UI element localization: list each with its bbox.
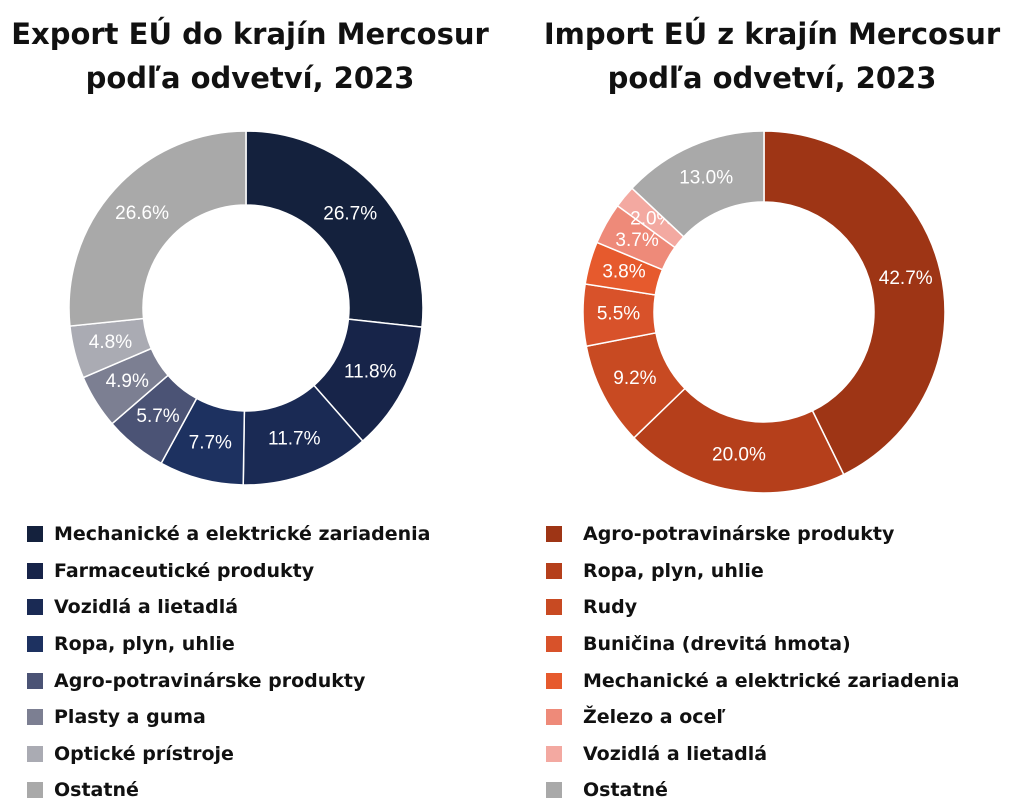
- legend-label: Mechanické a elektrické zariadenia: [54, 523, 431, 546]
- legend-label: Ropa, plyn, uhlie: [54, 633, 235, 656]
- legend-swatch: [27, 599, 43, 616]
- legend-item: Plasty a guma: [27, 699, 430, 736]
- legend-swatch: [27, 526, 43, 543]
- legend-swatch: [546, 782, 562, 799]
- legend-swatch: [27, 745, 43, 762]
- slice-label-0-6: 4.8%: [89, 332, 132, 353]
- slice-label-1-1: 20.0%: [712, 444, 766, 465]
- legend-label: Vozidlá a lietadlá: [54, 596, 239, 619]
- legend-swatch: [546, 562, 562, 579]
- legend-item: Ropa, plyn, uhlie: [27, 626, 430, 663]
- legend-label: Ostatné: [54, 779, 139, 802]
- legend-item: Železo a oceľ: [546, 699, 959, 736]
- export-legend: Mechanické a elektrické zariadenia Farmac…: [27, 516, 430, 809]
- legend-item: Agro-potravinárske produkty: [27, 662, 430, 699]
- import-chart-title: Import EÚ z krajín Mercosur podľa odvetv…: [543, 17, 1001, 95]
- slice-label-0-7: 26.6%: [115, 203, 169, 224]
- legend-label: Železo a oceľ: [583, 706, 726, 729]
- slice-0-0: [245, 130, 424, 328]
- slice-1-0: [763, 130, 946, 476]
- legend-label: Mechanické a elektrické zariadenia: [583, 669, 960, 692]
- legend-swatch: [27, 782, 43, 799]
- legend-label: Vozidlá a lietadlá: [583, 742, 768, 765]
- legend-label: Agro-potravinárske produkty: [583, 523, 895, 546]
- legend-label: Ropa, plyn, uhlie: [583, 559, 764, 582]
- legend-label: Agro-potravinárske produkty: [54, 669, 366, 692]
- legend-item: Farmaceutické produkty: [27, 553, 430, 590]
- legend-item: Ostatné: [27, 772, 430, 809]
- legend-swatch: [27, 562, 43, 579]
- legend-label: Farmaceutické produkty: [54, 559, 315, 582]
- legend-item: Buničina (drevitá hmota): [546, 626, 959, 663]
- slice-label-1-7: 13.0%: [679, 168, 733, 189]
- legend-item: Rudy: [546, 589, 959, 626]
- legend-label: Optické prístroje: [54, 742, 234, 765]
- legend-item: Ropa, plyn, uhlie: [546, 553, 959, 590]
- slice-0-7: [68, 130, 247, 327]
- slice-label-0-2: 11.7%: [268, 428, 321, 449]
- legend-item: Optické prístroje: [27, 736, 430, 773]
- slice-label-1-3: 5.5%: [597, 304, 640, 325]
- slice-label-1-0: 42.7%: [879, 268, 933, 289]
- legend-label: Buničina (drevitá hmota): [583, 633, 851, 656]
- slice-label-1-2: 9.2%: [613, 368, 656, 389]
- legend-swatch: [546, 709, 562, 726]
- legend-item: Vozidlá a lietadlá: [546, 736, 959, 773]
- slice-label-0-1: 11.8%: [344, 362, 397, 383]
- legend-item: Mechanické a elektrické zariadenia: [27, 516, 430, 553]
- slice-1-1: [632, 387, 845, 494]
- legend-label: Rudy: [583, 596, 638, 619]
- legend-swatch: [546, 599, 562, 616]
- legend-swatch: [546, 636, 562, 653]
- legend-swatch: [546, 672, 562, 689]
- slice-label-0-5: 4.9%: [106, 371, 149, 392]
- legend-swatch: [27, 672, 43, 689]
- legend-item: Vozidlá a lietadlá: [27, 589, 430, 626]
- slice-label-0-0: 26.7%: [323, 204, 377, 225]
- slice-1-7: [630, 130, 765, 238]
- legend-swatch: [546, 745, 562, 762]
- legend-label: Ostatné: [583, 779, 668, 802]
- export-chart-title: Export EÚ do krajín Mercosur podľa odvet…: [11, 17, 489, 95]
- legend-swatch: [27, 636, 43, 653]
- legend-item: Mechanické a elektrické zariadenia: [546, 662, 959, 699]
- legend-label: Plasty a guma: [54, 706, 206, 729]
- slice-label-1-5: 3.7%: [615, 230, 658, 251]
- slice-label-0-4: 5.7%: [136, 406, 179, 427]
- slice-label-0-3: 7.7%: [189, 432, 232, 453]
- legend-item: Ostatné: [546, 772, 959, 809]
- import-legend: Agro-potravinárske produkty Ropa, plyn, u…: [546, 516, 959, 809]
- legend-swatch: [27, 709, 43, 726]
- slice-label-1-4: 3.8%: [602, 261, 645, 282]
- legend-swatch: [546, 526, 562, 543]
- legend-item: Agro-potravinárske produkty: [546, 516, 959, 553]
